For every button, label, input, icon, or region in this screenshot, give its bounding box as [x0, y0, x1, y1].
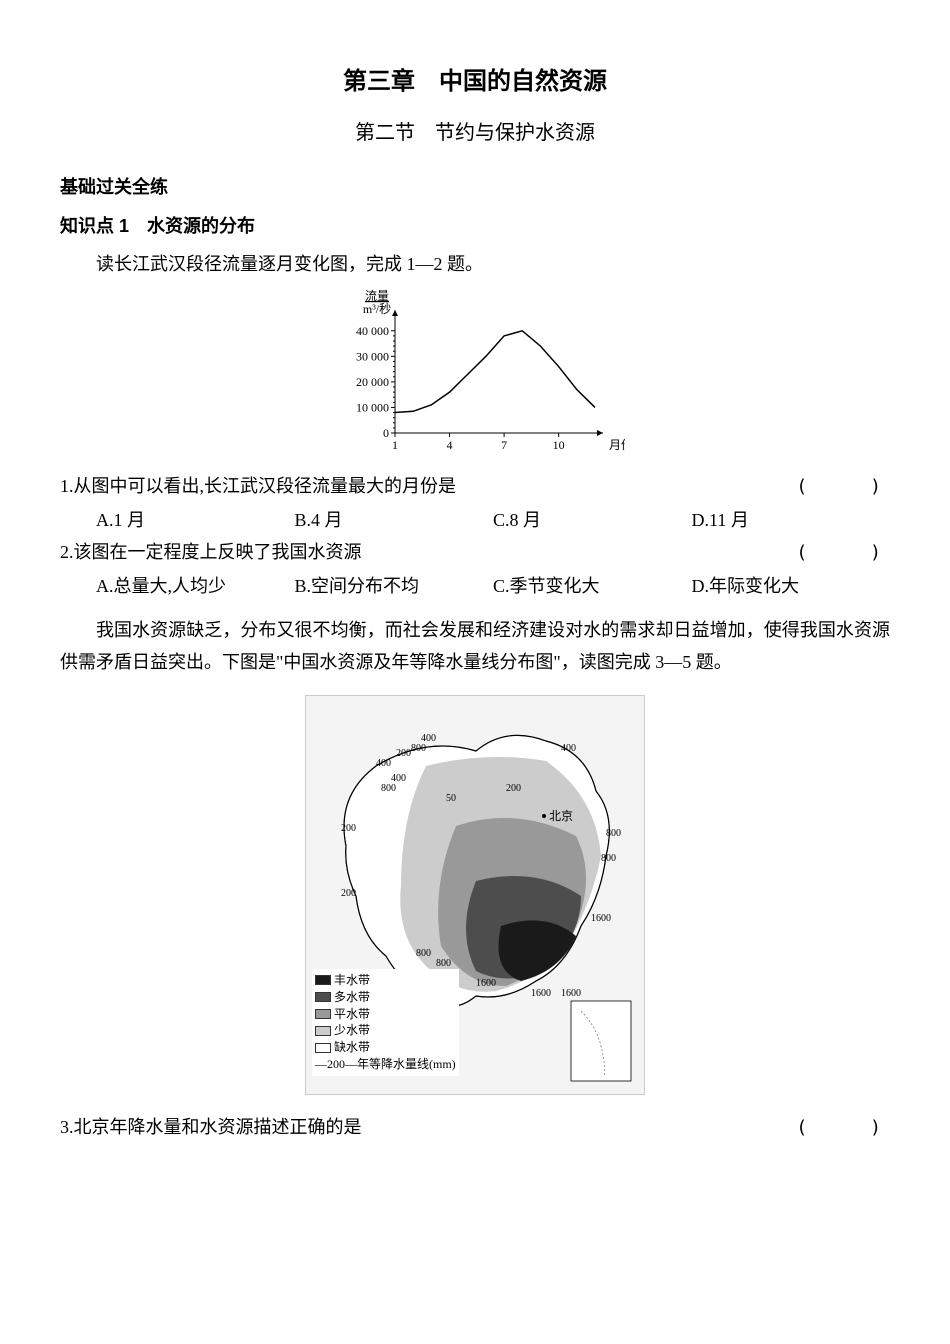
question-1-text: 1.从图中可以看出,长江武汉段径流量最大的月份是 [60, 470, 456, 502]
svg-text:m³/秒: m³/秒 [363, 302, 391, 316]
question-3-text: 3.北京年降水量和水资源描述正确的是 [60, 1111, 362, 1143]
question-2: 2.该图在一定程度上反映了我国水资源 ( ) [60, 536, 890, 569]
svg-text:7: 7 [501, 438, 507, 452]
legend-swatch [315, 975, 331, 985]
svg-text:20 000: 20 000 [356, 375, 389, 389]
svg-text:10 000: 10 000 [356, 401, 389, 415]
legend-row: 平水带 [315, 1006, 456, 1023]
legend-swatch [315, 1026, 331, 1036]
svg-text:800: 800 [601, 853, 616, 864]
legend-label: 缺水带 [334, 1039, 370, 1056]
svg-text:400: 400 [561, 743, 576, 754]
svg-text:北京: 北京 [549, 809, 573, 823]
option-1d: D.11 月 [692, 504, 891, 536]
svg-text:1600: 1600 [531, 988, 551, 999]
legend-row: 丰水带 [315, 972, 456, 989]
svg-text:10: 10 [553, 438, 565, 452]
intro-text-1: 读长江武汉段径流量逐月变化图，完成 1—2 题。 [60, 248, 890, 280]
question-2-blank: ( ) [796, 537, 890, 569]
option-1c: C.8 月 [493, 504, 692, 536]
legend-label: 丰水带 [334, 972, 370, 989]
svg-text:1: 1 [392, 438, 398, 452]
option-2c: C.季节变化大 [493, 570, 692, 602]
china-water-map: 4008008002005020040080016001600160016008… [60, 695, 890, 1095]
question-1-blank: ( ) [796, 471, 890, 503]
svg-text:800: 800 [381, 783, 396, 794]
legend-label: 平水带 [334, 1006, 370, 1023]
svg-text:40 000: 40 000 [356, 324, 389, 338]
map-legend: 丰水带多水带平水带少水带缺水带—200—年等降水量线(mm) [312, 969, 459, 1076]
question-2-text: 2.该图在一定程度上反映了我国水资源 [60, 536, 362, 568]
svg-text:400: 400 [421, 733, 436, 744]
legend-swatch [315, 1043, 331, 1053]
intro-text-2: 我国水资源缺乏，分布又很不均衡，而社会发展和经济建设对水的需求却日益增加，使得我… [60, 614, 890, 679]
svg-text:200: 200 [341, 888, 356, 899]
svg-text:800: 800 [436, 958, 451, 969]
option-2d: D.年际变化大 [692, 570, 891, 602]
svg-text:4: 4 [447, 438, 453, 452]
chapter-title: 第三章 中国的自然资源 [60, 60, 890, 103]
practice-heading: 基础过关全练 [60, 171, 890, 203]
svg-text:流量: 流量 [365, 289, 389, 303]
legend-row: 缺水带 [315, 1039, 456, 1056]
map-placeholder: 4008008002005020040080016001600160016008… [305, 695, 645, 1095]
svg-text:800: 800 [606, 828, 621, 839]
question-3: 3.北京年降水量和水资源描述正确的是 ( ) [60, 1111, 890, 1144]
svg-text:0: 0 [383, 426, 389, 440]
flow-chart-svg: 0 10 000 20 000 30 000 40 000 1 4 7 10 流量m³/秒月份 [325, 288, 625, 458]
svg-text:1600: 1600 [476, 978, 496, 989]
section-title: 第二节 节约与保护水资源 [60, 115, 890, 151]
question-2-options: A.总量大,人均少 B.空间分布不均 C.季节变化大 D.年际变化大 [60, 570, 890, 602]
svg-text:30 000: 30 000 [356, 350, 389, 364]
svg-text:400: 400 [376, 758, 391, 769]
legend-isoline-label: —200—年等降水量线(mm) [315, 1056, 456, 1073]
svg-text:200: 200 [341, 823, 356, 834]
legend-label: 少水带 [334, 1022, 370, 1039]
svg-text:200: 200 [506, 783, 521, 794]
svg-text:1600: 1600 [591, 913, 611, 924]
option-2a: A.总量大,人均少 [96, 570, 295, 602]
question-1-options: A.1 月 B.4 月 C.8 月 D.11 月 [60, 504, 890, 536]
option-1a: A.1 月 [96, 504, 295, 536]
legend-label: 多水带 [334, 989, 370, 1006]
flow-chart: 0 10 000 20 000 30 000 40 000 1 4 7 10 流量m³/秒月份 [60, 288, 890, 458]
svg-text:800: 800 [411, 743, 426, 754]
svg-text:1600: 1600 [561, 988, 581, 999]
legend-row: 多水带 [315, 989, 456, 1006]
svg-text:月份: 月份 [609, 438, 625, 452]
svg-text:50: 50 [446, 793, 456, 804]
question-1: 1.从图中可以看出,长江武汉段径流量最大的月份是 ( ) [60, 470, 890, 503]
option-1b: B.4 月 [295, 504, 494, 536]
svg-text:800: 800 [416, 948, 431, 959]
legend-swatch [315, 1009, 331, 1019]
knowledge-heading: 知识点 1 水资源的分布 [60, 210, 890, 242]
legend-row: 少水带 [315, 1022, 456, 1039]
svg-text:200: 200 [396, 748, 411, 759]
legend-swatch [315, 992, 331, 1002]
option-2b: B.空间分布不均 [295, 570, 494, 602]
question-3-blank: ( ) [796, 1112, 890, 1144]
